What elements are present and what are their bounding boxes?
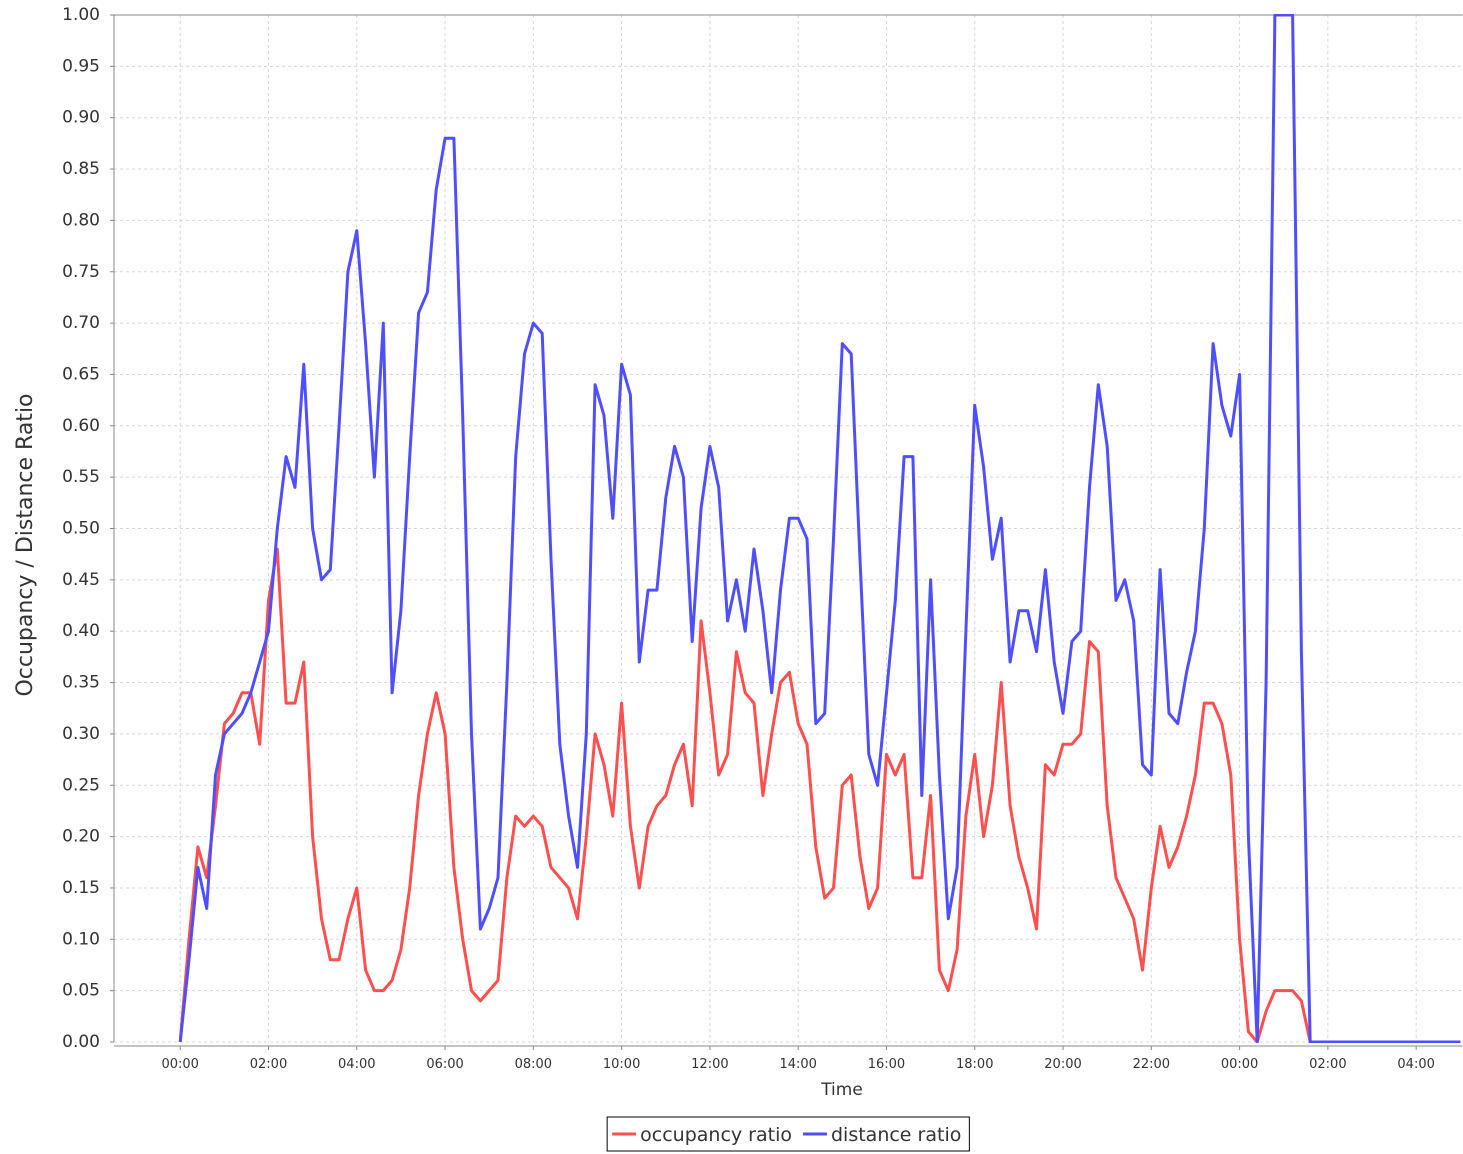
x-tick-label: 00:00 — [1221, 1057, 1258, 1072]
y-tick-label: 0.70 — [62, 313, 100, 333]
y-tick-label: 0.30 — [62, 724, 100, 744]
x-tick-label: 02:00 — [1309, 1057, 1346, 1072]
x-tick-label: 04:00 — [338, 1057, 375, 1072]
y-tick-label: 0.55 — [62, 467, 100, 487]
x-tick-label: 06:00 — [426, 1057, 463, 1072]
y-tick-label: 1.00 — [62, 5, 100, 25]
x-tick-label: 16:00 — [868, 1057, 905, 1072]
y-tick-label: 0.15 — [62, 878, 100, 898]
y-tick-label: 0.85 — [62, 159, 100, 179]
x-tick-label: 10:00 — [603, 1057, 640, 1072]
x-tick-label: 18:00 — [956, 1057, 993, 1072]
y-tick-label: 0.25 — [62, 775, 100, 795]
y-tick-label: 0.00 — [62, 1032, 100, 1052]
y-tick-label: 0.95 — [62, 56, 100, 76]
legend-label: distance ratio — [831, 1124, 961, 1146]
x-tick-label: 04:00 — [1397, 1057, 1434, 1072]
y-tick-label: 0.35 — [62, 673, 100, 693]
x-tick-label: 20:00 — [1044, 1057, 1081, 1072]
x-tick-label: 02:00 — [250, 1057, 287, 1072]
series-line — [178, 14, 1461, 1043]
y-tick-label: 0.20 — [62, 827, 100, 847]
y-tick-label: 0.50 — [62, 519, 100, 539]
legend-box — [606, 1116, 970, 1152]
y-tick-label: 0.05 — [62, 981, 100, 1001]
y-tick-label: 0.65 — [62, 364, 100, 384]
y-tick-label: 0.90 — [62, 108, 100, 128]
y-tick-label: 0.80 — [62, 210, 100, 230]
x-tick-label: 12:00 — [691, 1057, 728, 1072]
x-tick-label: 22:00 — [1133, 1057, 1170, 1072]
x-axis-label: Time — [820, 1080, 863, 1100]
y-tick-label: 0.60 — [62, 416, 100, 436]
y-tick-label: 0.75 — [62, 262, 100, 282]
y-axis-label: Occupancy / Distance Ratio — [13, 393, 38, 696]
y-tick-label: 0.10 — [62, 929, 100, 949]
y-tick-label: 0.45 — [62, 570, 100, 590]
x-tick-label: 08:00 — [515, 1057, 552, 1072]
y-tick-label: 0.40 — [62, 621, 100, 641]
x-tick-label: 14:00 — [779, 1057, 816, 1072]
legend-label: occupancy ratio — [640, 1124, 792, 1146]
series-line — [178, 547, 1461, 1043]
legend: occupancy ratio distance ratio — [606, 1116, 970, 1152]
x-tick-label: 00:00 — [161, 1057, 198, 1072]
